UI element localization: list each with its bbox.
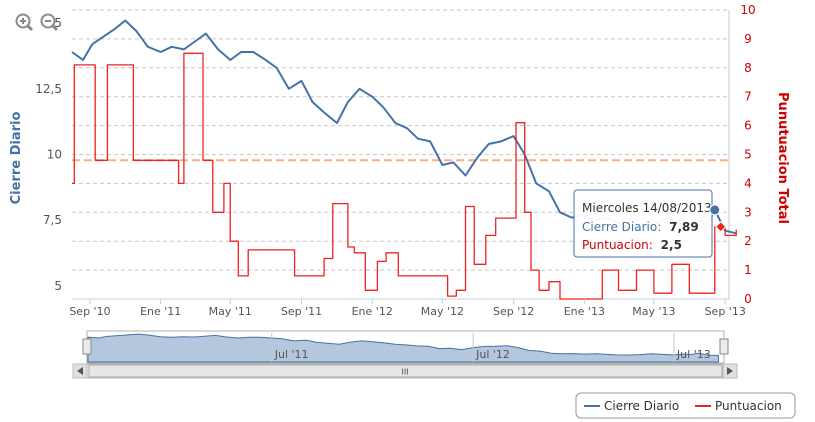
right-tick-label: 5 [744,148,752,162]
tooltip-line2-value: 2,5 [661,238,682,252]
navigator-label: Jul '13 [676,348,711,361]
right-axis-title: Punutuacion Total [775,92,790,224]
x-tick-label: Ene '12 [352,305,393,318]
right-tick-label: 7 [744,90,752,104]
navigator-area [87,333,719,363]
tooltip: Miercoles 14/08/2013 Cierre Diario: 7,89… [573,189,713,258]
zoom-out-button[interactable] [40,13,59,32]
legend-label-puntuacion: Puntuacion [715,399,782,413]
navigator-label: Jul '12 [475,348,510,361]
scroll-right-arrow-icon [727,367,733,375]
x-tick-label: Sep '10 [69,305,110,318]
x-tick-label: Sep '11 [281,305,322,318]
left-tick-label: 10 [47,148,62,162]
scroll-grip: III [401,368,408,377]
x-tick-label: May '11 [209,305,252,318]
left-tick-label: 5 [54,279,62,293]
tooltip-line2-label: Puntuacion: [582,238,653,252]
x-tick-label: Sep '13 [705,305,746,318]
left-tick-label: 7,5 [43,213,62,227]
right-tick-label: 2 [744,234,752,248]
right-axis: 0 1 2 3 4 5 6 7 8 9 10 [740,3,755,306]
legend-label-cierre-diario: Cierre Diario [604,399,679,413]
scroll-thumb[interactable] [88,364,723,378]
zoom-in-button[interactable] [15,13,34,32]
scrollbar[interactable]: III [72,363,738,379]
hover-marker-puntuacion [715,221,727,233]
navigator-label: Jul '11 [274,348,309,361]
right-tick-label: 8 [744,61,752,75]
navigator[interactable]: Jul '11 Jul '12 Jul '13 [82,330,729,364]
right-tick-label: 6 [744,119,752,133]
tooltip-line1: Cierre Diario: 7,89 [582,220,699,234]
navigator-labels: Jul '11 Jul '12 Jul '13 [271,333,711,362]
left-tick-label: 12,5 [35,82,62,96]
tooltip-line1-label: Cierre Diario: [582,220,661,234]
x-tick-label: Sep '12 [493,305,534,318]
right-tick-label: 3 [744,205,752,219]
x-tick-label: Ene '11 [140,305,181,318]
x-tick-label: May '13 [632,305,675,318]
hover-markers [709,204,727,233]
scroll-left-arrow-icon [77,367,83,375]
navigator-handle-right[interactable] [719,338,729,355]
right-tick-label: 1 [744,263,752,277]
right-tick-label: 0 [744,292,752,306]
legend-item-cierre-diario[interactable]: Cierre Diario [584,399,679,413]
tooltip-line1-value: 7,89 [669,220,699,234]
x-tick-label: Ene '13 [564,305,605,318]
x-axis: Sep '10 Ene '11 May '11 Sep '11 Ene '12 May '… [69,299,746,318]
zoom-out-icon [40,13,59,32]
legend-item-puntuacion[interactable]: Puntuacion [695,399,782,413]
zoom-in-icon [15,13,34,32]
tooltip-date: Miercoles 14/08/2013 [582,201,712,215]
right-tick-label: 9 [744,32,752,46]
left-axis-title: Cierre Diario [9,112,24,205]
navigator-handle-left[interactable] [82,338,92,355]
right-tick-label: 10 [740,3,755,17]
legend: Cierre Diario Puntuacion [575,392,796,419]
hover-marker-cierre-diario [709,204,721,216]
x-tick-label: May '12 [421,305,464,318]
tooltip-line2: Puntuacion: 2,5 [582,238,682,252]
right-tick-label: 4 [744,176,752,190]
series-line-puntuacion [72,52,737,300]
